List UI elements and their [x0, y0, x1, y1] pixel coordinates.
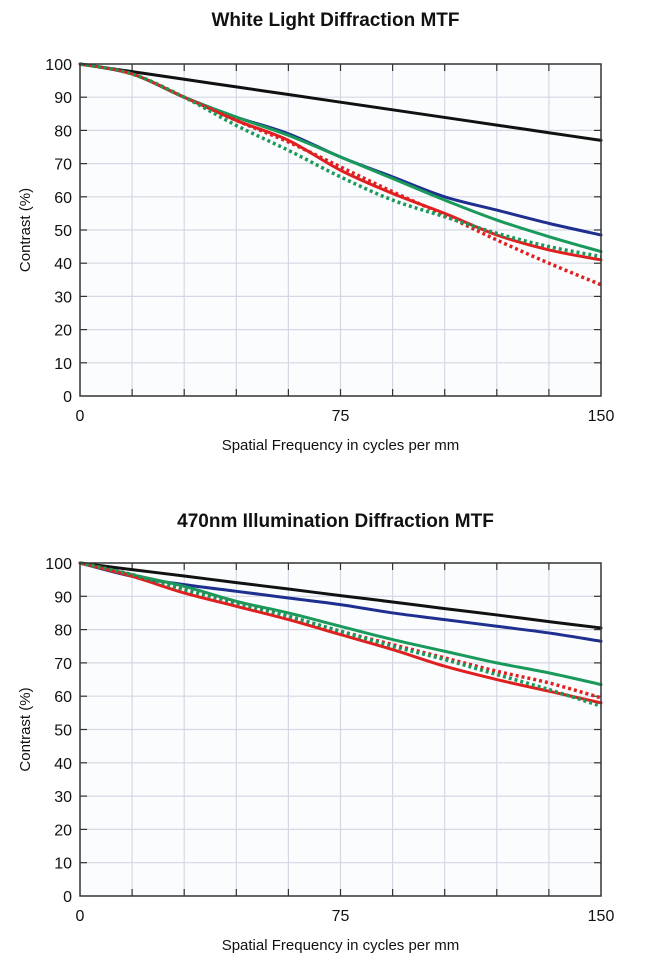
chart-0: White Light Diffraction MTF 0 10 20 30 40 50 60…	[17, 10, 614, 454]
y-tick-label: 50	[54, 223, 72, 240]
y-tick-label: 100	[45, 556, 72, 573]
y-tick-label: 20	[54, 323, 72, 340]
plot-frame	[79, 63, 602, 397]
x-tick-label: 0	[76, 408, 85, 425]
y-tick-label: 10	[54, 356, 72, 373]
series-line-0	[78, 62, 603, 142]
series-line-5	[79, 561, 602, 708]
y-tick-label: 70	[54, 656, 72, 673]
y-tick-label: 0	[63, 389, 72, 406]
x-tick-label: 0	[76, 908, 85, 925]
y-tick-label: 80	[54, 623, 72, 640]
chart-title: 470nm Illumination Diffraction MTF	[177, 511, 494, 532]
x-tick-label: 150	[588, 908, 615, 925]
chart-title: White Light Diffraction MTF	[211, 10, 459, 31]
x-axis-label: Spatial Frequency in cycles per mm	[222, 937, 460, 954]
series-line-3	[78, 561, 603, 705]
y-tick-label: 80	[54, 123, 72, 140]
x-tick-label: 75	[332, 908, 350, 925]
x-axis-label: Spatial Frequency in cycles per mm	[222, 437, 460, 454]
y-axis-label: Contrast (%)	[17, 188, 34, 272]
series-line-3	[78, 62, 603, 262]
series-line-0	[78, 561, 603, 630]
series-line-2	[78, 561, 603, 687]
y-tick-label: 60	[54, 190, 72, 207]
y-tick-label: 40	[54, 756, 72, 773]
y-tick-label: 90	[54, 90, 72, 107]
chart-1: 470nm Illumination Diffraction MTF 0 10 20 3…	[17, 511, 614, 954]
y-tick-label: 40	[54, 256, 72, 273]
plot-frame	[79, 562, 602, 897]
y-tick-label: 10	[54, 856, 72, 873]
y-axis-label: Contrast (%)	[17, 687, 34, 771]
y-tick-label: 70	[54, 157, 72, 174]
y-tick-label: 0	[63, 889, 72, 906]
y-tick-label: 30	[54, 289, 72, 306]
y-tick-label: 20	[54, 822, 72, 839]
y-tick-label: 50	[54, 723, 72, 740]
y-tick-label: 60	[54, 689, 72, 706]
x-tick-label: 150	[588, 408, 615, 425]
y-tick-label: 30	[54, 789, 72, 806]
x-tick-label: 75	[332, 408, 350, 425]
y-tick-label: 100	[45, 57, 72, 74]
series-line-4	[79, 62, 602, 287]
y-tick-label: 90	[54, 589, 72, 606]
